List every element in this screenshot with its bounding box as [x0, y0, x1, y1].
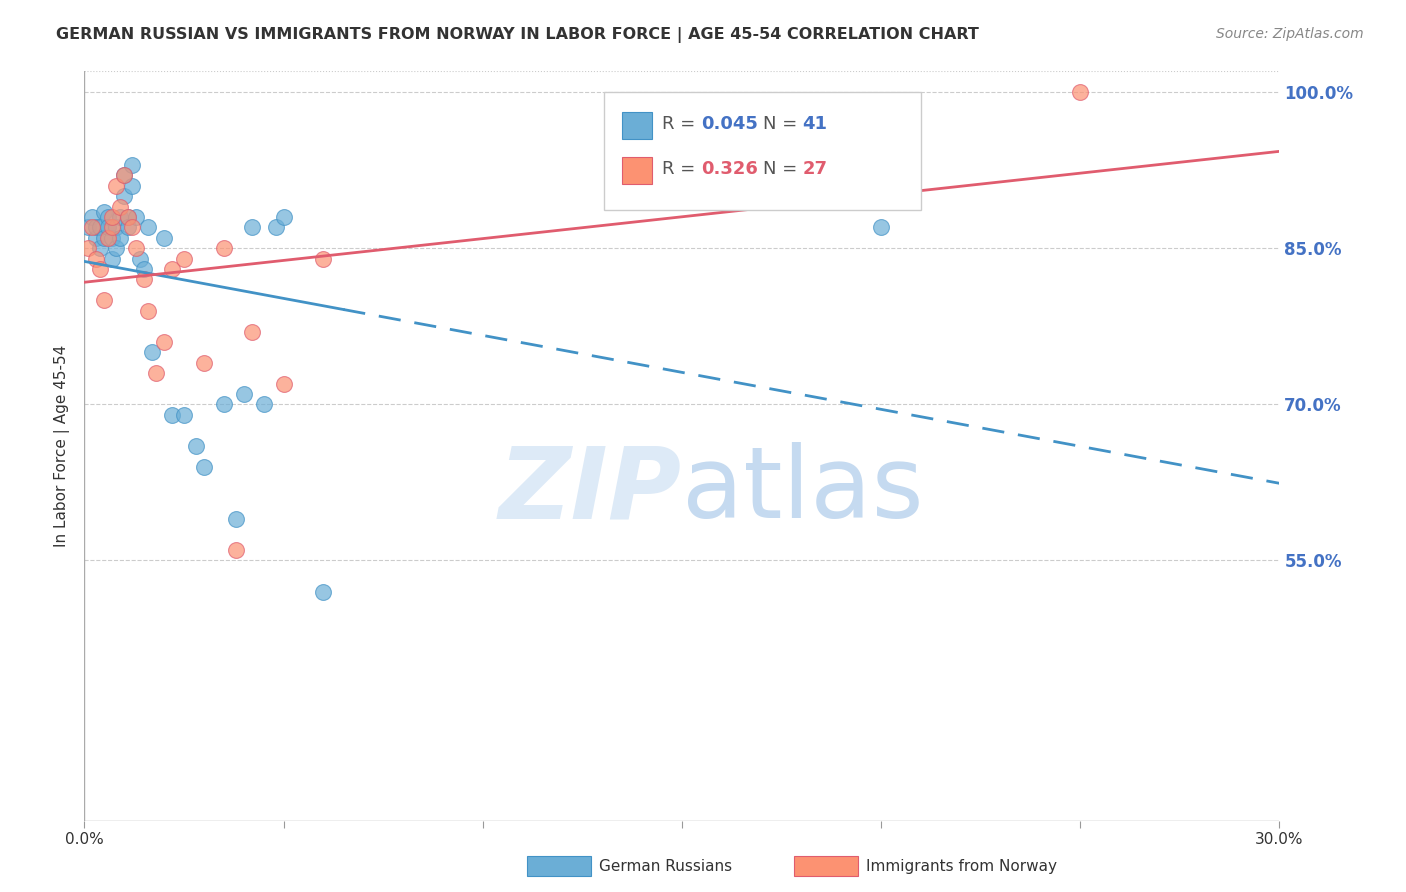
Point	[253, 397, 276, 411]
Point	[136, 303, 159, 318]
Point	[273, 376, 295, 391]
Point	[93, 231, 115, 245]
Text: N =: N =	[763, 115, 803, 133]
Text: 27: 27	[803, 160, 828, 178]
Point	[89, 220, 111, 235]
Text: R =: R =	[662, 115, 700, 133]
Point	[101, 210, 124, 224]
Point	[101, 231, 124, 245]
Point	[82, 210, 104, 224]
Point	[125, 210, 148, 224]
Point	[1069, 85, 1091, 99]
Point	[240, 325, 263, 339]
Point	[97, 220, 120, 235]
Text: GERMAN RUSSIAN VS IMMIGRANTS FROM NORWAY IN LABOR FORCE | AGE 45-54 CORRELATION : GERMAN RUSSIAN VS IMMIGRANTS FROM NORWAY…	[56, 27, 979, 43]
Point	[132, 262, 156, 277]
Point	[77, 220, 100, 235]
FancyBboxPatch shape	[605, 92, 921, 210]
Point	[264, 220, 287, 235]
Point	[212, 397, 235, 411]
Point	[160, 408, 183, 422]
Point	[132, 272, 156, 286]
Text: Source: ZipAtlas.com: Source: ZipAtlas.com	[1216, 27, 1364, 41]
Point	[212, 241, 235, 255]
Point	[153, 231, 176, 245]
Point	[153, 334, 176, 349]
Point	[110, 210, 132, 224]
Point	[97, 210, 120, 224]
Point	[101, 252, 124, 266]
Point	[193, 356, 215, 370]
Point	[121, 220, 143, 235]
Point	[93, 293, 115, 308]
Text: Immigrants from Norway: Immigrants from Norway	[866, 859, 1057, 873]
Point	[105, 241, 128, 255]
Point	[173, 252, 195, 266]
Point	[117, 220, 139, 235]
Point	[86, 231, 108, 245]
Point	[232, 387, 254, 401]
Point	[117, 210, 139, 224]
Point	[112, 169, 135, 183]
Point	[240, 220, 263, 235]
Point	[86, 220, 108, 235]
Y-axis label: In Labor Force | Age 45-54: In Labor Force | Age 45-54	[55, 345, 70, 547]
Point	[312, 584, 335, 599]
Point	[101, 220, 124, 235]
Point	[121, 158, 143, 172]
Text: N =: N =	[763, 160, 803, 178]
Point	[273, 210, 295, 224]
Point	[225, 543, 247, 558]
Point	[173, 408, 195, 422]
Point	[105, 220, 128, 235]
Point	[89, 241, 111, 255]
Point	[145, 366, 167, 380]
Point	[97, 231, 120, 245]
Bar	[623, 157, 652, 184]
Text: 41: 41	[803, 115, 828, 133]
Point	[117, 210, 139, 224]
Text: 0.045: 0.045	[702, 115, 758, 133]
Point	[141, 345, 163, 359]
Bar	[623, 112, 652, 139]
Point	[129, 252, 152, 266]
Point	[93, 205, 115, 219]
Point	[105, 178, 128, 193]
Point	[82, 220, 104, 235]
Point	[121, 178, 143, 193]
Text: 0.326: 0.326	[702, 160, 758, 178]
Point	[225, 512, 247, 526]
Text: atlas: atlas	[682, 442, 924, 540]
Text: ZIP: ZIP	[499, 442, 682, 540]
Point	[110, 200, 132, 214]
Point	[870, 220, 893, 235]
Point	[112, 169, 135, 183]
Point	[86, 252, 108, 266]
Point	[160, 262, 183, 277]
Point	[136, 220, 159, 235]
Point	[89, 262, 111, 277]
Point	[125, 241, 148, 255]
Text: German Russians: German Russians	[599, 859, 733, 873]
Point	[112, 189, 135, 203]
Text: R =: R =	[662, 160, 700, 178]
Point	[193, 459, 215, 474]
Point	[312, 252, 335, 266]
Point	[184, 439, 207, 453]
Point	[110, 231, 132, 245]
Point	[77, 241, 100, 255]
